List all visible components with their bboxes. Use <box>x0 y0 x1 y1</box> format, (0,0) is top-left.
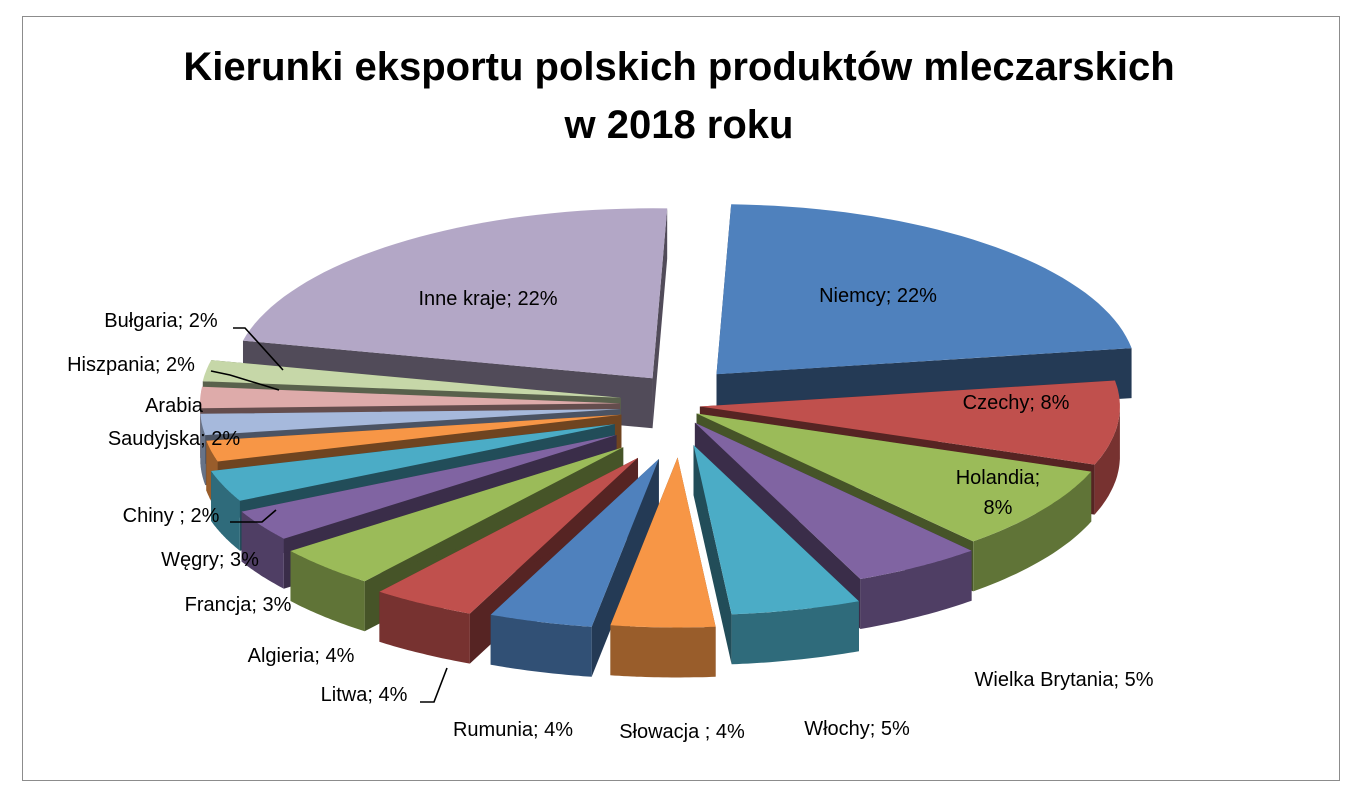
chart-title: Kierunki eksportu polskich produktów mle… <box>0 38 1358 154</box>
leader-line-hiszpania <box>210 370 280 391</box>
data-label-inne-kraje: Inne kraje; 22% <box>419 288 558 310</box>
leader-line-litwa <box>420 667 448 703</box>
data-label-algieria: Algieria; 4% <box>248 645 355 667</box>
leader-line-bułgaria <box>233 327 284 371</box>
slice-słowacja <box>610 457 716 678</box>
chart-title-line-1: Kierunki eksportu polskich produktów mle… <box>183 45 1175 89</box>
data-label-arabia-saudyjska: Arabia Saudyjska; 2% <box>108 395 241 450</box>
slice-włochy <box>693 444 859 665</box>
data-label-francja: Francja; 3% <box>185 594 292 616</box>
data-label-rumunia: Rumunia; 4% <box>453 719 573 741</box>
data-label-hiszpania: Hiszpania; 2% <box>67 354 195 376</box>
chart-title-line-2: w 2018 roku <box>564 103 794 147</box>
slice-rumunia <box>490 458 659 677</box>
leader-line-chiny <box>230 509 277 523</box>
data-label-holandia: Holandia; 8% <box>956 467 1041 519</box>
data-label-słowacja: Słowacja ; 4% <box>619 721 745 743</box>
data-label-bułgaria: Bułgaria; 2% <box>104 310 218 332</box>
data-label-czechy: Czechy; 8% <box>963 392 1070 414</box>
data-label-węgry: Węgry; 3% <box>161 549 259 571</box>
data-label-litwa: Litwa; 4% <box>321 684 408 706</box>
data-label-niemcy: Niemcy; 22% <box>819 285 937 307</box>
data-label-włochy: Włochy; 5% <box>804 718 910 740</box>
data-label-wielka-brytania: Wielka Brytania; 5% <box>975 669 1154 691</box>
data-label-chiny: Chiny ; 2% <box>123 505 220 527</box>
